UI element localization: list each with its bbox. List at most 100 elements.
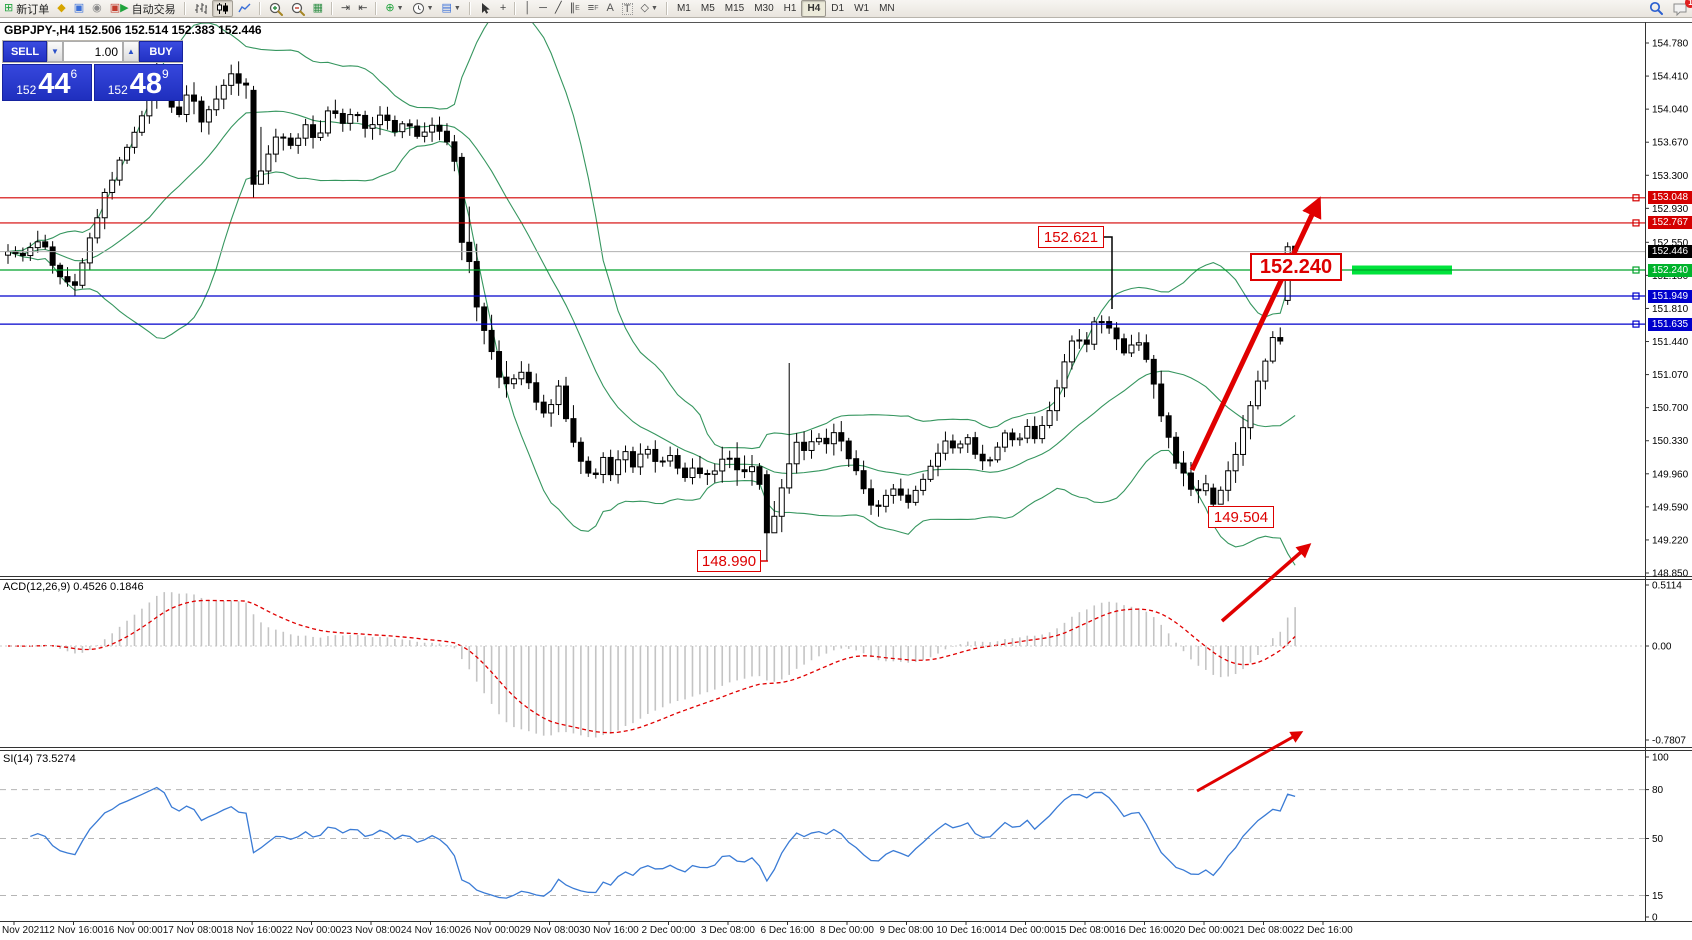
fibonacci-icon[interactable]: ≡ F: [587, 2, 599, 14]
price-axis-tick-label: 150.700: [1652, 403, 1689, 414]
timeframe-button-m30[interactable]: M30: [754, 3, 774, 14]
publish-icon[interactable]: ◆: [57, 2, 66, 14]
candle: [369, 124, 376, 129]
candle: [86, 237, 93, 264]
candle: [942, 440, 949, 454]
candle: [458, 156, 465, 243]
candle: [339, 112, 346, 124]
zoom-out-icon[interactable]: [288, 1, 308, 16]
indicators-icon[interactable]: ⊕ ▼: [385, 2, 404, 14]
zoom-in-icon[interactable]: [266, 1, 286, 16]
candle: [853, 458, 860, 472]
candle: [124, 146, 131, 161]
text-icon[interactable]: A: [606, 2, 614, 14]
horizontal-line-icon[interactable]: ─: [539, 2, 547, 14]
candle: [920, 478, 927, 491]
buy-price-tile[interactable]: 152 48 9: [93, 64, 183, 101]
toolbar-separator: [258, 2, 261, 15]
candle: [622, 451, 629, 461]
time-axis-label: 9 Dec 08:00: [880, 925, 934, 936]
candle: [987, 459, 994, 462]
buy-button[interactable]: BUY: [139, 41, 183, 62]
price-axis-tick-label: 153.300: [1652, 171, 1689, 182]
time-axis-label: 10 Dec 16:00: [936, 925, 996, 936]
timeframe-button-mn[interactable]: MN: [879, 3, 895, 14]
templates-icon[interactable]: ▤ ▼: [441, 2, 461, 14]
arrows-shapes-icon[interactable]: ◇ ▼: [640, 2, 658, 14]
volume-input[interactable]: [63, 41, 123, 62]
line-chart-icon[interactable]: [235, 1, 254, 16]
price-callout[interactable]: 148.990: [697, 550, 761, 572]
time-axis-label: 2 Dec 00:00: [642, 925, 696, 936]
rsi-axis-tick-label: 15: [1652, 891, 1664, 902]
timeframe-button-d1[interactable]: D1: [831, 3, 845, 14]
trend-arrow[interactable]: [1189, 196, 1322, 472]
candle: [972, 437, 979, 455]
candle: [689, 467, 696, 479]
sell-price-tile[interactable]: 152 44 6: [2, 64, 92, 101]
crosshair-icon[interactable]: +: [499, 2, 507, 14]
candle: [280, 136, 287, 139]
price-callout[interactable]: 149.504: [1208, 506, 1274, 528]
candle: [406, 123, 413, 127]
sell-button[interactable]: SELL: [3, 41, 47, 62]
macd-axis-tick-label: 0.00: [1652, 642, 1672, 653]
search-icon[interactable]: [1646, 1, 1667, 16]
timeframe-button-w1[interactable]: W1: [854, 3, 870, 14]
candle: [667, 455, 674, 462]
auto-scroll-icon[interactable]: ⇥: [340, 2, 351, 14]
timeframe-button-h4[interactable]: H4: [801, 0, 827, 17]
rsi-indicator-label: SI(14) 73.5274: [3, 753, 76, 765]
candle: [1128, 344, 1135, 354]
caret-down-icon: ▼: [396, 5, 404, 12]
trend-arrow[interactable]: [1220, 543, 1312, 623]
candle: [525, 371, 532, 384]
text-label-icon[interactable]: T: [621, 2, 633, 15]
candle: [868, 488, 875, 506]
volume-increase-button[interactable]: ▲: [123, 41, 139, 62]
candle: [272, 136, 279, 155]
trendline-icon[interactable]: ╱: [554, 2, 562, 14]
timeframe-button-h1[interactable]: H1: [783, 3, 797, 14]
timeframe-button-m15[interactable]: M15: [724, 3, 745, 14]
candle: [637, 453, 644, 468]
equidistant-channel-icon[interactable]: ∥ E: [569, 2, 580, 14]
tile-windows-icon[interactable]: ▦: [312, 2, 323, 14]
notifications-icon[interactable]: 1: [1669, 0, 1692, 16]
candle: [696, 467, 703, 474]
new-order-button[interactable]: ⊞ 新订单: [4, 2, 50, 16]
vertical-line-icon[interactable]: │: [524, 2, 532, 14]
price-axis-tick-label: 149.590: [1652, 502, 1689, 513]
candle: [1098, 321, 1105, 324]
candle: [897, 488, 904, 496]
candle: [719, 458, 726, 472]
periods-icon[interactable]: ▼: [409, 1, 437, 16]
signal-icon[interactable]: ◉: [92, 2, 102, 14]
price-callout[interactable]: 152.240: [1250, 253, 1342, 281]
candle: [198, 100, 205, 123]
cursor-icon[interactable]: [476, 1, 495, 16]
chart-ohlc-header: GBPJPY-,H4 152.506 152.514 152.383 152.4…: [4, 23, 262, 37]
timeframe-button-m1[interactable]: M1: [676, 3, 691, 14]
time-axis-label: 12 Nov 16:00: [44, 925, 104, 936]
candle: [912, 489, 919, 503]
macd-indicator-label: ACD(12,26,9) 0.4526 0.1846: [3, 581, 144, 593]
bar-chart-icon[interactable]: [191, 1, 210, 16]
charts-profile-icon[interactable]: ▣: [73, 2, 85, 14]
trend-arrow[interactable]: [1196, 731, 1304, 793]
timeframe-button-m5[interactable]: M5: [700, 3, 715, 14]
candle: [570, 418, 577, 443]
candles-layer: [5, 43, 1299, 561]
candle: [600, 456, 607, 475]
macd-axis-tick-label: 0.5114: [1652, 581, 1682, 592]
level-price-axis-label: 152.240: [1648, 263, 1692, 277]
time-axis-label: 21 Dec 08:00: [1234, 925, 1294, 936]
candlestick-chart-icon[interactable]: [211, 0, 233, 17]
price-callout[interactable]: 152.621: [1038, 226, 1104, 248]
candle: [734, 457, 741, 471]
auto-trading-button[interactable]: ▣ ▶ 自动交易: [109, 2, 176, 16]
level-price-axis-label: 151.635: [1648, 317, 1692, 331]
chart-shift-icon[interactable]: ⇤: [358, 2, 368, 14]
volume-decrease-button[interactable]: ▼: [47, 41, 63, 62]
